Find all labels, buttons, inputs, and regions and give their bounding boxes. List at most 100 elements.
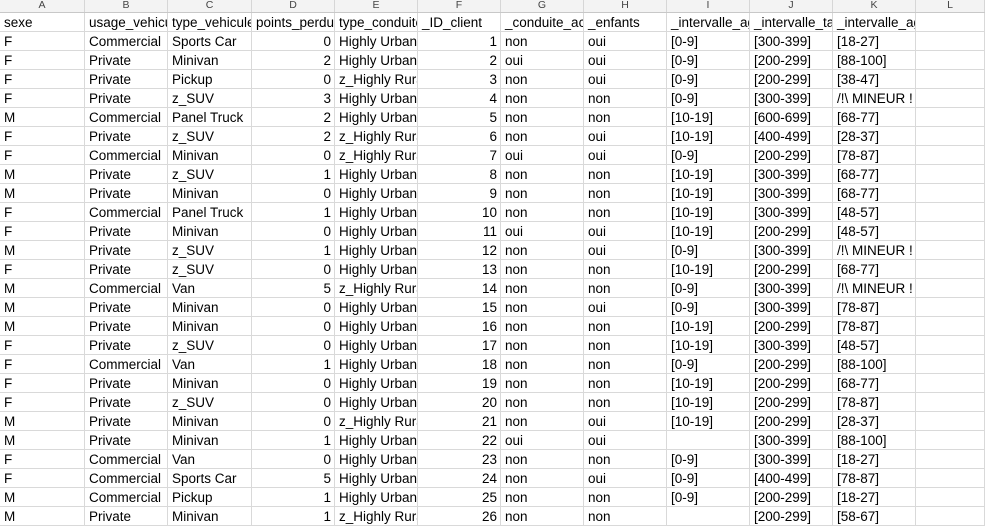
table-cell[interactable]: Private (85, 184, 168, 203)
table-cell[interactable]: Private (85, 298, 168, 317)
table-cell[interactable] (916, 260, 985, 279)
header-cell[interactable]: usage_vehicule (85, 13, 168, 32)
table-cell[interactable]: Highly Urban, (335, 393, 418, 412)
table-cell[interactable]: F (0, 70, 85, 89)
table-cell[interactable]: [300-399] (750, 431, 833, 450)
table-cell[interactable]: Pickup (168, 70, 252, 89)
table-cell[interactable]: z_SUV (168, 165, 252, 184)
table-cell[interactable]: [200-299] (750, 507, 833, 526)
table-cell[interactable]: Highly Urban, (335, 469, 418, 488)
table-cell[interactable]: [0-9] (667, 279, 750, 298)
header-cell[interactable] (916, 13, 985, 32)
table-cell[interactable]: non (501, 336, 584, 355)
table-cell[interactable] (916, 203, 985, 222)
table-cell[interactable]: Highly Urban, (335, 355, 418, 374)
table-cell[interactable]: 21 (418, 412, 501, 431)
table-cell[interactable]: non (501, 317, 584, 336)
table-cell[interactable]: 11 (418, 222, 501, 241)
table-cell[interactable]: 0 (252, 374, 335, 393)
table-cell[interactable]: non (501, 507, 584, 526)
table-cell[interactable] (667, 431, 750, 450)
table-cell[interactable] (916, 89, 985, 108)
table-cell[interactable]: Private (85, 222, 168, 241)
table-cell[interactable]: 4 (418, 89, 501, 108)
table-cell[interactable]: non (584, 89, 667, 108)
header-cell[interactable]: _intervalle_age_client (833, 13, 916, 32)
table-cell[interactable]: [88-100] (833, 355, 916, 374)
table-cell[interactable]: Minivan (168, 431, 252, 450)
table-cell[interactable]: [300-399] (750, 32, 833, 51)
table-cell[interactable]: M (0, 412, 85, 431)
table-cell[interactable]: z_Highly Rural (335, 146, 418, 165)
header-cell[interactable]: _intervalle_age_vehicule (667, 13, 750, 32)
table-cell[interactable]: z_Highly Rural (335, 279, 418, 298)
table-cell[interactable]: z_Highly Rural (335, 127, 418, 146)
table-cell[interactable]: [10-19] (667, 108, 750, 127)
table-cell[interactable]: Van (168, 279, 252, 298)
table-cell[interactable]: [68-77] (833, 165, 916, 184)
table-cell[interactable]: non (584, 165, 667, 184)
table-cell[interactable]: Commercial (85, 32, 168, 51)
table-cell[interactable]: non (501, 241, 584, 260)
table-cell[interactable]: [48-57] (833, 222, 916, 241)
table-cell[interactable]: z_SUV (168, 127, 252, 146)
table-cell[interactable]: Highly Urban, (335, 108, 418, 127)
table-cell[interactable]: 0 (252, 412, 335, 431)
table-cell[interactable]: [300-399] (750, 279, 833, 298)
table-cell[interactable]: non (501, 70, 584, 89)
table-cell[interactable] (916, 222, 985, 241)
table-cell[interactable] (916, 70, 985, 89)
table-cell[interactable]: non (501, 165, 584, 184)
table-cell[interactable]: 6 (418, 127, 501, 146)
table-cell[interactable]: Private (85, 127, 168, 146)
table-cell[interactable]: non (501, 203, 584, 222)
table-cell[interactable]: non (584, 279, 667, 298)
table-cell[interactable]: [0-9] (667, 89, 750, 108)
table-cell[interactable]: [400-499] (750, 469, 833, 488)
table-cell[interactable]: [58-67] (833, 507, 916, 526)
table-cell[interactable]: oui (584, 431, 667, 450)
table-cell[interactable]: Highly Urban, (335, 32, 418, 51)
table-cell[interactable]: M (0, 431, 85, 450)
table-cell[interactable]: [10-19] (667, 222, 750, 241)
table-cell[interactable]: M (0, 507, 85, 526)
table-cell[interactable] (916, 488, 985, 507)
table-cell[interactable]: F (0, 89, 85, 108)
table-cell[interactable]: [78-87] (833, 469, 916, 488)
table-cell[interactable]: Private (85, 89, 168, 108)
table-cell[interactable]: [0-9] (667, 146, 750, 165)
table-cell[interactable]: non (584, 184, 667, 203)
table-cell[interactable]: non (501, 260, 584, 279)
table-cell[interactable]: 16 (418, 317, 501, 336)
table-cell[interactable]: [200-299] (750, 317, 833, 336)
table-cell[interactable] (916, 336, 985, 355)
header-cell[interactable]: points_perdus (252, 13, 335, 32)
table-cell[interactable] (667, 507, 750, 526)
table-cell[interactable]: Minivan (168, 317, 252, 336)
table-cell[interactable]: F (0, 393, 85, 412)
table-cell[interactable]: non (501, 374, 584, 393)
table-cell[interactable]: F (0, 203, 85, 222)
table-cell[interactable]: 1 (418, 32, 501, 51)
table-cell[interactable]: 15 (418, 298, 501, 317)
table-cell[interactable]: 14 (418, 279, 501, 298)
table-cell[interactable]: Minivan (168, 51, 252, 70)
table-cell[interactable]: [18-27] (833, 488, 916, 507)
table-cell[interactable]: [18-27] (833, 450, 916, 469)
table-cell[interactable]: /!\ MINEUR ! (833, 279, 916, 298)
table-cell[interactable]: Highly Urban, (335, 51, 418, 70)
table-cell[interactable]: M (0, 279, 85, 298)
table-cell[interactable]: 18 (418, 355, 501, 374)
table-cell[interactable]: Highly Urban, (335, 241, 418, 260)
table-cell[interactable]: 22 (418, 431, 501, 450)
table-cell[interactable]: [200-299] (750, 70, 833, 89)
table-cell[interactable]: [0-9] (667, 51, 750, 70)
table-cell[interactable]: 0 (252, 298, 335, 317)
table-cell[interactable]: 0 (252, 222, 335, 241)
column-letter-l[interactable]: L (916, 0, 985, 12)
table-cell[interactable]: Highly Urban, (335, 374, 418, 393)
table-cell[interactable] (916, 165, 985, 184)
table-cell[interactable] (916, 108, 985, 127)
table-cell[interactable]: 3 (418, 70, 501, 89)
table-cell[interactable]: Commercial (85, 146, 168, 165)
